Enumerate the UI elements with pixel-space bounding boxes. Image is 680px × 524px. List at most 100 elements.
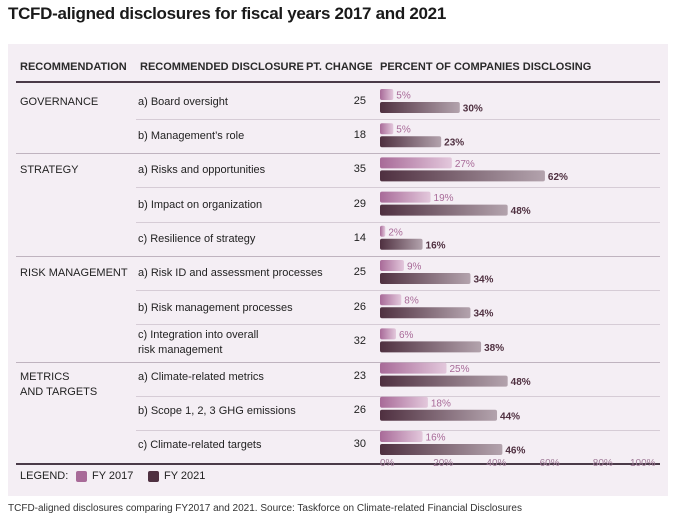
data-label-fy2017: 16%	[426, 433, 446, 444]
row-divider	[136, 324, 660, 325]
row-divider	[136, 222, 660, 223]
bar-fy2021	[380, 204, 508, 216]
pt-change-value: 30	[353, 438, 366, 450]
pt-change-value: 25	[353, 95, 366, 107]
data-label-fy2021: 38%	[484, 343, 504, 354]
x-tick-label: 20%	[433, 458, 453, 468]
data-label-fy2021: 48%	[511, 377, 531, 388]
pt-change-value: 26	[353, 301, 366, 313]
data-label-fy2021: 44%	[500, 411, 520, 422]
data-label-fy2017: 5%	[396, 125, 411, 136]
disclosure-label: b) Scope 1, 2, 3 GHG emissions	[138, 405, 296, 417]
pt-change-value: 26	[353, 404, 366, 416]
pt-change-value: 18	[353, 129, 366, 141]
data-label-fy2021: 62%	[548, 172, 568, 183]
data-label-fy2017: 9%	[407, 262, 422, 273]
group-strategy: STRATEGY	[20, 164, 79, 176]
row-divider	[136, 396, 660, 397]
data-label-fy2021: 34%	[473, 309, 493, 320]
legend-swatch-fy2017	[76, 471, 87, 482]
disclosure-label: a) Climate-related metrics	[138, 371, 264, 383]
chart-title: TCFD-aligned disclosures for fiscal year…	[8, 4, 446, 23]
x-tick-label: 80%	[593, 458, 613, 468]
group-divider	[16, 256, 660, 257]
disclosure-label: c) Integration into overall risk managem…	[138, 329, 259, 356]
row-divider	[136, 119, 660, 120]
header-percent: PERCENT OF COMPANIES DISCLOSING	[380, 61, 592, 73]
bar-fy2017	[380, 123, 394, 135]
disclosure-label: a) Risk ID and assessment processes	[138, 267, 323, 279]
disclosure-label: a) Board oversight	[138, 96, 228, 108]
legend-fy2021: FY 2021	[164, 470, 206, 482]
data-label-fy2021: 48%	[511, 206, 531, 217]
data-label-fy2017: 2%	[388, 227, 403, 238]
bar-fy2021	[380, 273, 471, 284]
data-label-fy2021: 46%	[505, 446, 525, 457]
disclosure-label: c) Climate-related targets	[138, 439, 262, 451]
bar-fy2017	[380, 89, 394, 100]
bar-chart: 5% 30% 5% 23% 27% 62% 19% 48% 2% 16% 9% 34% 8% 34% 6% 3…	[380, 89, 656, 468]
row-divider	[136, 187, 660, 188]
legend-label: LEGEND:	[20, 470, 69, 482]
disclosure-label: b) Management’s role	[138, 130, 245, 142]
header-disclosure: RECOMMENDED DISCLOSURE	[140, 61, 304, 73]
bar-fy2017	[380, 396, 428, 408]
group-governance: GOVERNANCE	[20, 96, 99, 108]
bar-fy2017	[380, 225, 386, 237]
bar-fy2021	[380, 170, 545, 182]
bar-fy2017	[380, 294, 402, 306]
group-metrics-targets: METRICS AND TARGETS	[20, 371, 98, 398]
bar-fy2017	[380, 157, 452, 169]
data-label-fy2021: 23%	[444, 138, 464, 149]
bar-fy2021	[380, 341, 482, 353]
header-divider	[16, 81, 660, 83]
bar-fy2017	[380, 431, 423, 442]
group-divider	[16, 362, 660, 363]
x-tick-label: 0%	[380, 458, 395, 468]
bar-fy2021	[380, 238, 423, 250]
caption: TCFD-aligned disclosures comparing FY201…	[8, 503, 522, 514]
bar-fy2017	[380, 260, 404, 271]
data-label-fy2017: 18%	[431, 398, 451, 409]
data-label-fy2017: 8%	[404, 296, 419, 307]
bar-fy2017	[380, 328, 396, 340]
row-divider	[136, 430, 660, 431]
group-divider	[16, 153, 660, 154]
x-tick-label: 100%	[630, 458, 656, 468]
bar-fy2021	[380, 375, 508, 387]
pt-change-value: 23	[353, 370, 366, 382]
pt-change-value: 35	[353, 163, 366, 175]
disclosure-label: b) Risk management processes	[138, 302, 293, 314]
disclosure-label: b) Impact on organization	[138, 199, 263, 211]
x-tick-label: 40%	[486, 458, 506, 468]
bar-fy2021	[380, 136, 442, 148]
bar-fy2021	[380, 444, 503, 455]
pt-change-value: 29	[353, 198, 366, 210]
bar-fy2017	[380, 191, 431, 203]
legend-divider	[16, 463, 660, 465]
data-label-fy2017: 5%	[396, 91, 411, 102]
header-pt-change: PT. CHANGE	[306, 61, 373, 73]
data-label-fy2017: 25%	[450, 364, 470, 375]
row-divider	[136, 290, 660, 291]
x-tick-label: 60%	[540, 458, 560, 468]
data-label-fy2017: 27%	[455, 159, 475, 170]
bar-fy2021	[380, 307, 471, 319]
header-recommendation: RECOMMENDATION	[20, 61, 127, 73]
data-label-fy2017: 6%	[399, 330, 414, 341]
legend-fy2017: FY 2017	[92, 470, 134, 482]
data-label-fy2017: 19%	[434, 193, 454, 204]
group-risk-management: RISK MANAGEMENT	[20, 267, 128, 279]
pt-change-value: 25	[353, 266, 366, 278]
legend-swatch-fy2021	[148, 471, 159, 482]
bar-fy2021	[380, 102, 460, 113]
data-label-fy2021: 16%	[426, 240, 446, 251]
data-label-fy2021: 30%	[463, 104, 483, 115]
pt-change-value: 32	[353, 335, 366, 347]
disclosure-label: c) Resilience of strategy	[138, 233, 256, 245]
pt-change-value: 14	[353, 232, 366, 244]
bar-fy2017	[380, 362, 447, 374]
chart-panel: RECOMMENDATION RECOMMENDED DISCLOSURE PT…	[8, 44, 668, 496]
bar-fy2021	[380, 409, 498, 421]
disclosure-label: a) Risks and opportunities	[138, 164, 266, 176]
